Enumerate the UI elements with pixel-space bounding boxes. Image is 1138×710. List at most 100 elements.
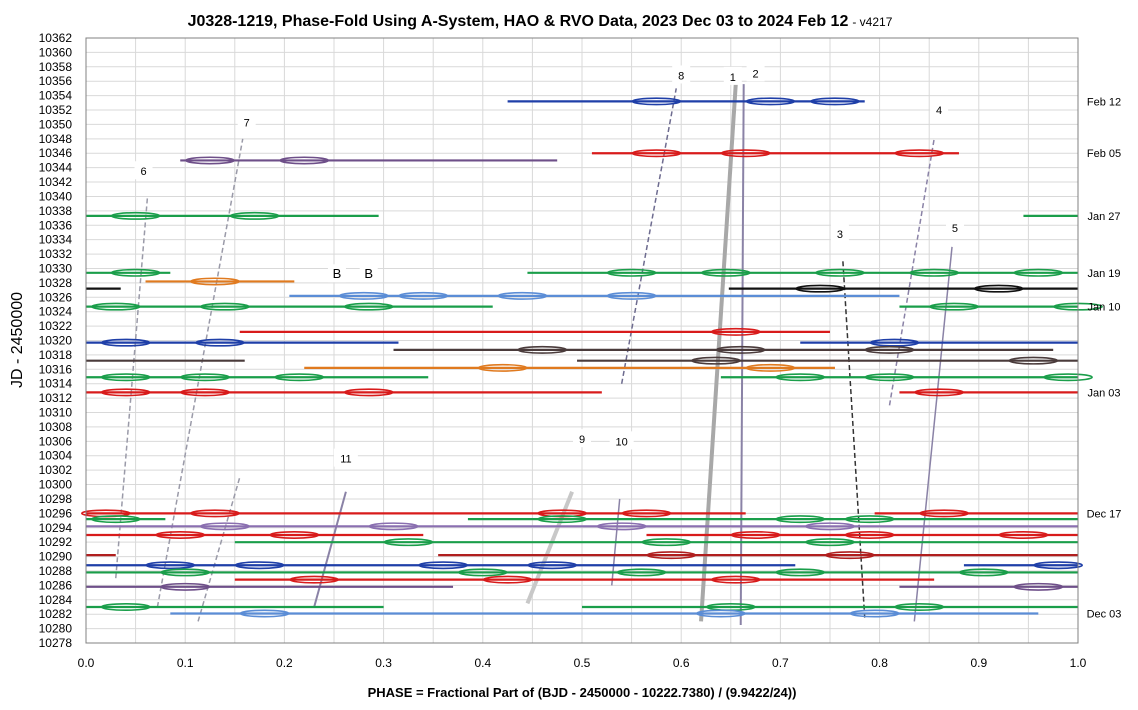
- data-point-ellipse: [200, 522, 250, 531]
- data-point-ellipse: [894, 149, 945, 158]
- date-label: Feb 05: [1087, 148, 1121, 160]
- y-tick-label: 10346: [39, 146, 73, 160]
- data-point-ellipse: [90, 302, 141, 311]
- date-label: Jan 27: [1087, 211, 1120, 223]
- y-tick-label: 10318: [39, 348, 73, 362]
- data-point-ellipse: [775, 373, 826, 382]
- y-tick-label: 10278: [39, 636, 73, 650]
- labels-layer: Feb 12 Feb 05 Jan 27 Jan 19 Jan 10 Jan 03 Dec …: [134, 63, 1122, 620]
- date-label: Dec 03: [1087, 608, 1122, 620]
- data-point-ellipse: [338, 291, 389, 300]
- trend-line: [699, 83, 738, 622]
- data-point-ellipse: [775, 568, 826, 577]
- date-label: Dec 17: [1087, 508, 1122, 520]
- x-tick-label: 0.0: [78, 656, 95, 670]
- data-point-ellipse: [710, 327, 761, 336]
- data-point-ellipse: [100, 602, 151, 611]
- chart-title-version: - v4217: [852, 15, 892, 29]
- data-point-ellipse: [641, 538, 692, 547]
- chart-title-main: J0328-1219, Phase-Fold Using A-System, H…: [188, 13, 849, 30]
- data-point-ellipse: [606, 268, 657, 277]
- trend-line: [620, 88, 677, 384]
- data-point-ellipse: [849, 609, 900, 618]
- data-point-ellipse: [864, 345, 915, 354]
- y-tick-label: 10294: [39, 521, 73, 535]
- data-point-ellipse: [596, 522, 647, 531]
- y-tick-label: 10308: [39, 420, 73, 434]
- data-point-ellipse: [825, 551, 875, 560]
- annotation-label: 1: [730, 72, 736, 84]
- x-tick-label: 1.0: [1070, 656, 1087, 670]
- annotation-box: [327, 264, 346, 283]
- y-tick-label: 10288: [39, 564, 73, 578]
- data-point-ellipse: [730, 530, 781, 539]
- y-tick-label: 10280: [39, 622, 73, 636]
- axis-layer: 1027810280102821028410286102881029010292…: [39, 31, 1087, 670]
- data-point-ellipse: [383, 538, 434, 547]
- annotation-box: [723, 66, 742, 85]
- data-point-ellipse: [185, 156, 235, 165]
- y-tick-label: 10352: [39, 103, 73, 117]
- data-point-ellipse: [1013, 582, 1064, 591]
- data-point-ellipse: [844, 530, 895, 539]
- data-point-ellipse: [795, 284, 845, 293]
- annotation-label: 2: [753, 68, 759, 80]
- data-point-ellipse: [482, 575, 533, 584]
- data-point-ellipse: [973, 284, 1024, 293]
- data-point-ellipse: [145, 561, 196, 570]
- data-point-ellipse: [527, 561, 578, 570]
- data-point-ellipse: [180, 373, 230, 382]
- annotation-box: [237, 112, 256, 131]
- y-tick-label: 10354: [39, 89, 73, 103]
- y-axis-label: JD - 2450000: [9, 292, 26, 388]
- data-point-ellipse: [100, 388, 151, 397]
- y-tick-label: 10310: [39, 406, 73, 420]
- data-point-ellipse: [110, 211, 161, 220]
- x-tick-label: 0.7: [772, 656, 789, 670]
- trend-line: [197, 477, 241, 622]
- data-point-ellipse: [343, 388, 394, 397]
- data-point-ellipse: [497, 291, 548, 300]
- y-tick-label: 10322: [39, 319, 73, 333]
- data-point-ellipse: [710, 575, 761, 584]
- data-point-ellipse: [844, 515, 895, 524]
- y-tick-label: 10332: [39, 247, 73, 261]
- data-point-ellipse: [1013, 268, 1064, 277]
- y-tick-label: 10282: [39, 607, 73, 621]
- data-point-ellipse: [998, 530, 1049, 539]
- data-point-ellipse: [100, 338, 151, 347]
- series-layer: [81, 97, 1103, 618]
- y-tick-label: 10336: [39, 218, 73, 232]
- data-point-ellipse: [398, 291, 449, 300]
- y-tick-label: 10362: [39, 31, 73, 45]
- data-point-ellipse: [1043, 373, 1093, 382]
- x-axis-label: PHASE = Fractional Part of (BJD - 245000…: [368, 685, 797, 700]
- y-tick-label: 10330: [39, 261, 73, 275]
- data-point-ellipse: [1008, 356, 1059, 365]
- data-point-ellipse: [279, 156, 330, 165]
- y-tick-label: 10360: [39, 45, 73, 59]
- data-point-ellipse: [909, 268, 959, 277]
- x-tick-label: 0.8: [871, 656, 888, 670]
- data-point-ellipse: [810, 97, 860, 106]
- data-point-ellipse: [715, 345, 766, 354]
- data-point-ellipse: [229, 211, 280, 220]
- data-point-ellipse: [616, 568, 667, 577]
- annotation-box: [672, 65, 691, 84]
- data-point-ellipse: [160, 582, 210, 591]
- date-label: Jan 10: [1087, 302, 1120, 314]
- data-point-ellipse: [160, 568, 210, 577]
- y-tick-label: 10328: [39, 276, 73, 290]
- y-tick-label: 10334: [39, 233, 73, 247]
- data-point-ellipse: [100, 373, 151, 382]
- data-point-ellipse: [269, 530, 320, 539]
- data-point-ellipse: [919, 509, 969, 518]
- data-point-ellipse: [477, 363, 528, 372]
- x-tick-label: 0.2: [276, 656, 293, 670]
- y-tick-label: 10350: [39, 117, 73, 131]
- y-tick-label: 10348: [39, 132, 73, 146]
- annotation-label: B: [333, 266, 342, 281]
- annotation-label: 9: [579, 434, 585, 446]
